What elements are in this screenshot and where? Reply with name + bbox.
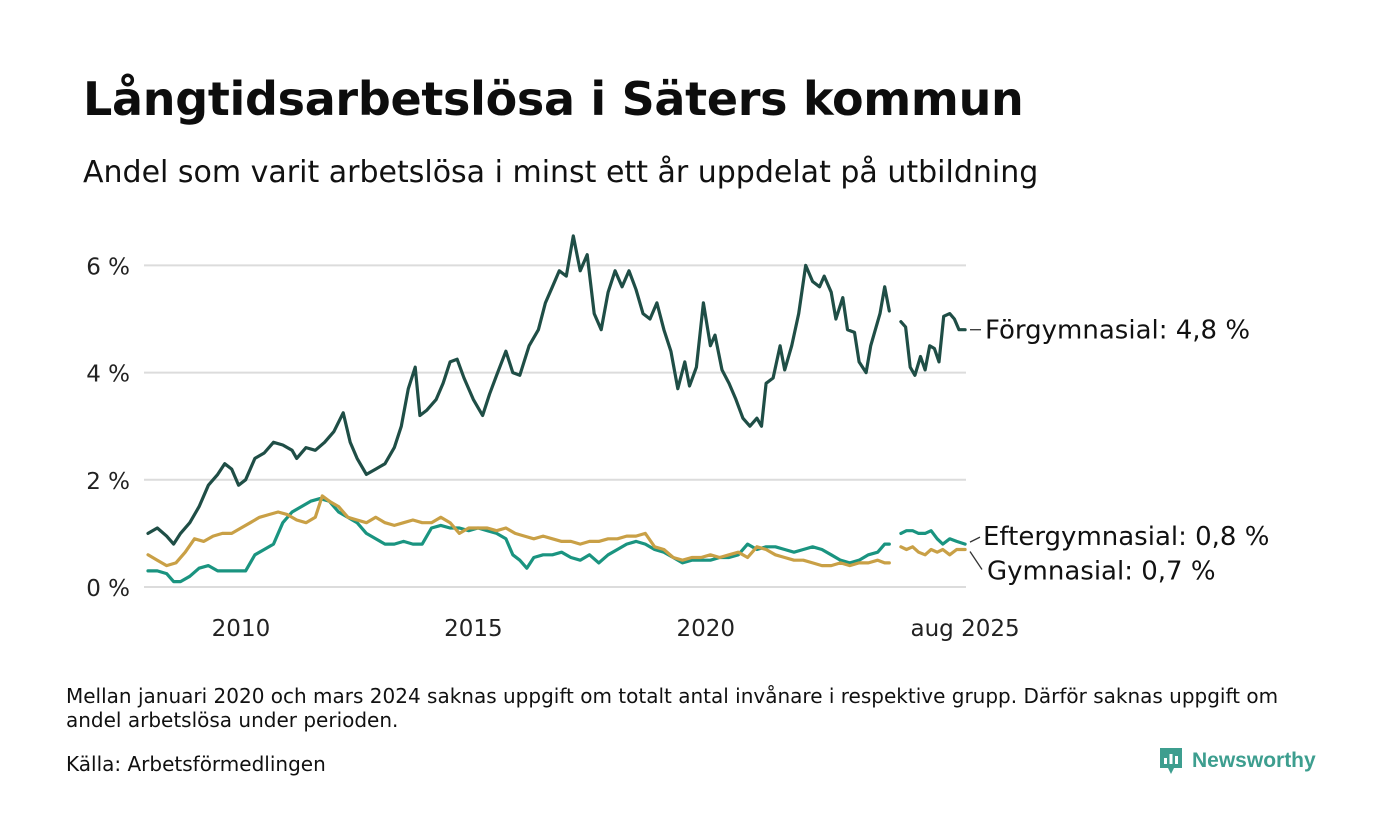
- grid-lines: [144, 264, 966, 588]
- series-line-förgymnasial: [899, 312, 967, 377]
- y-tick-label: 0 %: [86, 576, 130, 602]
- chart-subtitle: Andel som varit arbetslösa i minst ett å…: [83, 155, 1039, 190]
- source-credit: Källa: Arbetsförmedlingen: [66, 752, 326, 776]
- x-tick-label: 2020: [676, 616, 735, 642]
- y-tick-label: 6 %: [86, 254, 130, 280]
- series-label-förgymnasial: Förgymnasial: 4,8 %: [985, 316, 1250, 346]
- y-axis-ticks: 0 % 2 % 4 % 6 %: [86, 254, 130, 602]
- series-line-eftergymnasial: [899, 529, 967, 546]
- x-axis-ticks: 2010 2015 2020 aug 2025: [212, 616, 1020, 642]
- x-tick-label: 2010: [212, 616, 271, 642]
- brand-name: Newsworthy: [1192, 749, 1316, 772]
- series-lines: [146, 234, 967, 584]
- x-tick-label: aug 2025: [911, 616, 1020, 642]
- series-line-förgymnasial: [146, 234, 891, 546]
- newsworthy-logo-icon: [1160, 748, 1182, 774]
- series-line-eftergymnasial: [146, 497, 891, 584]
- line-chart: 0 % 2 % 4 % 6 % 2010 2015 2020 aug 2025 Förgym…: [86, 234, 1269, 642]
- y-tick-label: 2 %: [86, 469, 130, 495]
- series-line-gymnasial: [899, 545, 967, 557]
- brand-logo[interactable]: Newsworthy: [1158, 746, 1316, 776]
- x-tick-label: 2015: [444, 616, 503, 642]
- series-label-eftergymnasial: Eftergymnasial: 0,8 %: [983, 522, 1269, 552]
- chart-title: Långtidsarbetslösa i Säters kommun: [83, 72, 1024, 126]
- label-leader-line: [969, 551, 983, 570]
- label-leader-line: [969, 536, 981, 543]
- series-label-gymnasial: Gymnasial: 0,7 %: [987, 556, 1216, 586]
- y-tick-label: 4 %: [86, 362, 130, 388]
- series-labels: Förgymnasial: 4,8 % Eftergymnasial: 0,8 %…: [969, 316, 1269, 586]
- series-line-gymnasial: [146, 494, 891, 568]
- footnote: Mellan januari 2020 och mars 2024 saknas…: [66, 684, 1279, 732]
